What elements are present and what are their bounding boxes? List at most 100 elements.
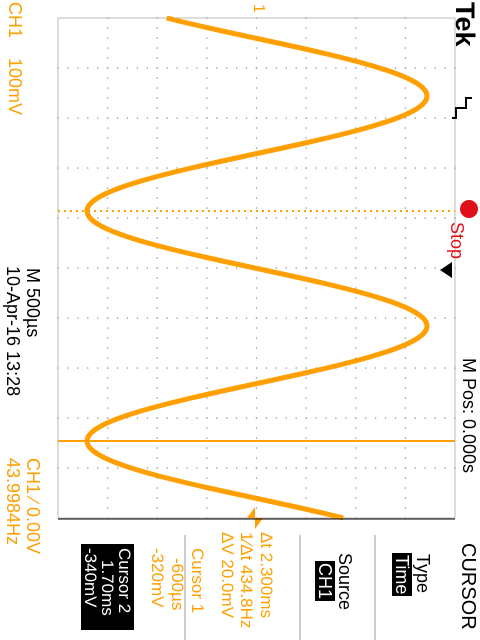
graticule-dot	[106, 47, 109, 49]
graticule-dot	[424, 217, 427, 219]
graticule-dot	[325, 417, 327, 419]
graticule-dot	[305, 387, 307, 389]
graticule-dot	[156, 307, 159, 309]
graticule-dot	[206, 117, 208, 119]
graticule-dot	[354, 397, 357, 399]
graticule-dot	[255, 307, 258, 309]
graticule-dot	[225, 167, 228, 169]
graticule-dot	[305, 27, 307, 29]
graticule-dot	[354, 217, 357, 219]
graticule-dot	[354, 187, 357, 189]
source-button[interactable]: CH1	[315, 561, 335, 602]
graticule-dot	[67, 217, 69, 219]
cursor-2-panel[interactable]: Cursor 2 1.70ms -340mV	[81, 544, 134, 630]
graticule-dot	[404, 317, 407, 319]
graticule-dot	[305, 247, 307, 249]
graticule-dot	[206, 87, 208, 89]
graticule-dot	[156, 347, 159, 349]
graticule-dot	[206, 277, 208, 279]
graticule-dot	[265, 317, 268, 319]
graticule-dot	[285, 467, 288, 469]
graticule-dot	[206, 37, 208, 39]
graticule-dot	[384, 467, 387, 469]
graticule-dot	[156, 167, 159, 169]
graticule-dot	[116, 67, 119, 69]
graticule-dot	[345, 267, 347, 269]
graticule-dot	[146, 167, 149, 169]
graticule-dot	[96, 167, 99, 169]
graticule-dot	[305, 337, 307, 339]
graticule-dot	[156, 97, 159, 99]
graticule-dot	[225, 467, 228, 469]
graticule-dot	[196, 467, 198, 469]
graticule-dot	[394, 267, 397, 269]
graticule-dot	[315, 267, 317, 269]
graticule-dot	[364, 367, 367, 369]
graticule-dot	[354, 227, 357, 229]
graticule-dot	[354, 317, 357, 319]
graticule-dot	[345, 67, 347, 69]
graticule-dot	[305, 207, 307, 209]
graticule-dot	[156, 327, 159, 329]
type-button[interactable]: Time	[392, 553, 412, 597]
graticule-dot	[206, 127, 208, 129]
graticule-dot	[156, 507, 159, 509]
graticule-dot	[156, 77, 159, 79]
graticule-dot	[206, 97, 208, 99]
graticule-dot	[235, 217, 238, 219]
graticule-dot	[275, 267, 278, 269]
graticule-dot	[156, 467, 159, 469]
graticule-dot	[354, 297, 357, 299]
graticule-dot	[156, 367, 159, 369]
graticule-dot	[206, 387, 208, 389]
graticule-dot	[206, 347, 208, 349]
graticule-dot	[235, 367, 238, 369]
graticule-dot	[106, 157, 109, 159]
graticule-dot	[404, 17, 407, 19]
graticule-dot	[384, 317, 387, 319]
graticule-dot	[295, 367, 298, 369]
graticule-dot	[305, 147, 307, 149]
graticule-dot	[255, 67, 258, 69]
graticule-dot	[414, 367, 417, 369]
graticule-dot	[305, 317, 307, 319]
graticule-dot	[156, 447, 159, 449]
stop-indicator-icon	[460, 200, 478, 218]
graticule-dot	[206, 457, 208, 459]
graticule-dot	[305, 397, 307, 399]
graticule-dot	[404, 357, 407, 359]
graticule-dot	[354, 177, 357, 179]
graticule-dot	[67, 467, 69, 469]
graticule-dot	[136, 267, 139, 269]
graticule-dot	[404, 477, 407, 479]
graticule-dot	[86, 467, 89, 469]
graticule-dot	[106, 297, 109, 299]
graticule-dot	[166, 167, 168, 169]
date-label: 10-Apr-16 13:28	[3, 266, 23, 397]
graticule-dot	[116, 317, 119, 319]
graticule-dot	[305, 17, 307, 19]
graticule-dot	[156, 497, 159, 499]
graticule-dot	[354, 407, 357, 409]
timebase-label: M 500µs	[23, 268, 43, 338]
graticule-dot	[255, 47, 258, 49]
graticule-dot	[156, 427, 159, 429]
graticule-dot	[255, 77, 258, 79]
graticule-dot	[255, 467, 258, 469]
graticule-dot	[206, 307, 208, 309]
graticule-dot	[305, 517, 307, 519]
graticule-dot	[196, 67, 198, 69]
graticule-dot	[414, 217, 417, 219]
graticule-dot	[156, 387, 159, 389]
graticule-dot	[384, 367, 387, 369]
graticule-dot	[255, 207, 258, 209]
cursor-2-volt: -340mV	[81, 548, 100, 608]
graticule-dot	[156, 67, 159, 69]
graticule-dot	[255, 247, 258, 249]
graticule-dot	[354, 57, 357, 59]
graticule-dot	[364, 317, 367, 319]
graticule-dot	[106, 87, 109, 89]
graticule-dot	[404, 397, 407, 399]
graticule-dot	[156, 27, 159, 29]
graticule-dot	[206, 497, 208, 499]
